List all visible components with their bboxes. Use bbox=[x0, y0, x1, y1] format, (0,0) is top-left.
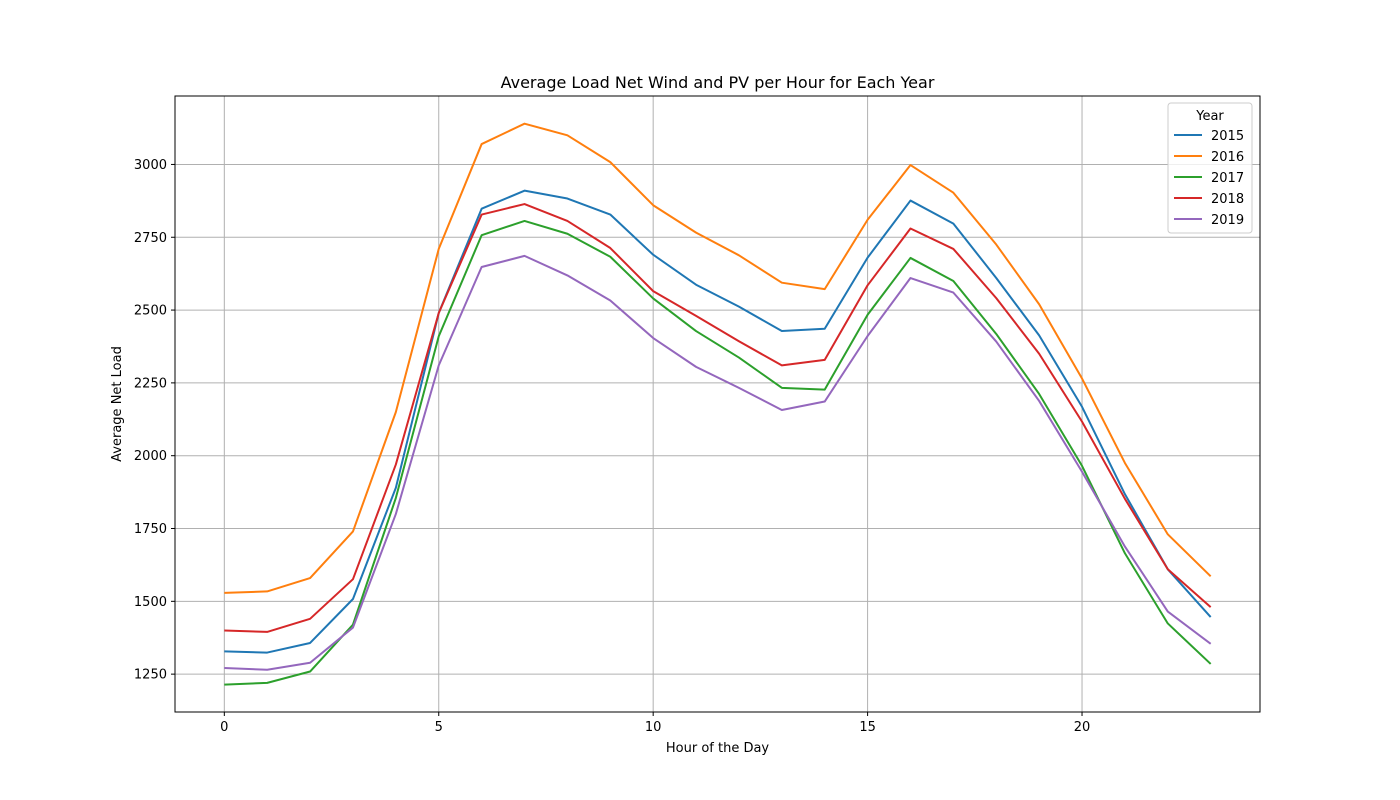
series-line-2016 bbox=[224, 122, 1212, 594]
legend-label-2018: 2018 bbox=[1211, 192, 1244, 207]
legend-label-2019: 2019 bbox=[1211, 213, 1244, 228]
y-tick-label: 2250 bbox=[134, 376, 167, 391]
series-line-2018 bbox=[224, 203, 1212, 633]
y-tick-label: 1500 bbox=[134, 595, 167, 610]
y-tick-label: 3000 bbox=[134, 158, 167, 173]
y-tick-label: 2500 bbox=[134, 304, 167, 319]
y-tick-label: 2000 bbox=[134, 449, 167, 464]
axis-ticks: 0 5 10 15 20 1250 1500 1750 2000 2250 2500 2750 3000 bbox=[134, 158, 1090, 735]
x-tick-label: 0 bbox=[220, 720, 228, 735]
legend-title: Year bbox=[1195, 109, 1224, 124]
legend-label-2017: 2017 bbox=[1211, 171, 1244, 186]
x-tick-label: 15 bbox=[859, 720, 876, 735]
series-lines bbox=[224, 122, 1212, 686]
x-tick-label: 5 bbox=[435, 720, 443, 735]
plot-area-frame bbox=[174, 95, 1261, 713]
grid-lines bbox=[175, 96, 1260, 712]
x-tick-label: 20 bbox=[1074, 720, 1091, 735]
series-line-2015 bbox=[224, 189, 1212, 654]
y-tick-label: 1750 bbox=[134, 522, 167, 537]
y-tick-label: 1250 bbox=[134, 668, 167, 683]
legend-label-2015: 2015 bbox=[1211, 129, 1244, 144]
x-tick-label: 10 bbox=[645, 720, 662, 735]
y-tick-label: 2750 bbox=[134, 231, 167, 246]
chart-title: Average Load Net Wind and PV per Hour fo… bbox=[501, 73, 935, 92]
x-axis-label: Hour of the Day bbox=[666, 741, 770, 756]
legend: Year 2015 2016 2017 2018 2019 bbox=[1167, 102, 1253, 234]
series-line-2017 bbox=[224, 219, 1212, 686]
y-axis-label: Average Net Load bbox=[110, 346, 125, 462]
legend-label-2016: 2016 bbox=[1211, 150, 1244, 165]
series-line-2019 bbox=[224, 254, 1212, 671]
